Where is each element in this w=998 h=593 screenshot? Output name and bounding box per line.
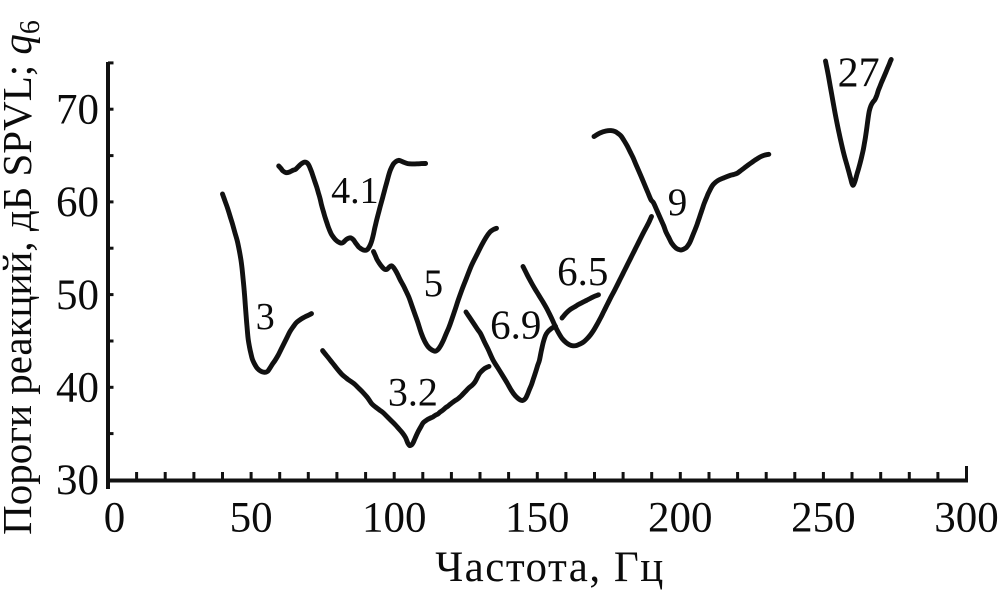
svg-text:100: 100 [362,495,427,542]
svg-text:200: 200 [648,495,713,542]
svg-text:60: 60 [56,179,99,226]
svg-text:4.1: 4.1 [331,170,379,212]
svg-text:Частота, Гц: Частота, Гц [435,544,665,591]
svg-text:70: 70 [56,86,99,133]
svg-text:50: 50 [230,495,273,542]
svg-text:3.2: 3.2 [388,370,438,415]
svg-text:9: 9 [668,181,688,224]
svg-text:50: 50 [56,272,99,319]
svg-text:27: 27 [838,50,880,96]
svg-text:300: 300 [934,495,998,542]
svg-text:30: 30 [56,457,99,504]
svg-text:Пороги реакций, дБ SPVL; q6: Пороги реакций, дБ SPVL; q6 [0,20,46,535]
svg-text:250: 250 [791,495,856,542]
svg-text:6.5: 6.5 [557,248,608,294]
svg-text:3: 3 [256,296,275,338]
svg-text:150: 150 [505,495,570,542]
svg-text:6.9: 6.9 [490,302,541,348]
svg-text:0: 0 [104,495,126,542]
svg-text:40: 40 [56,365,99,412]
svg-text:5: 5 [424,262,444,305]
